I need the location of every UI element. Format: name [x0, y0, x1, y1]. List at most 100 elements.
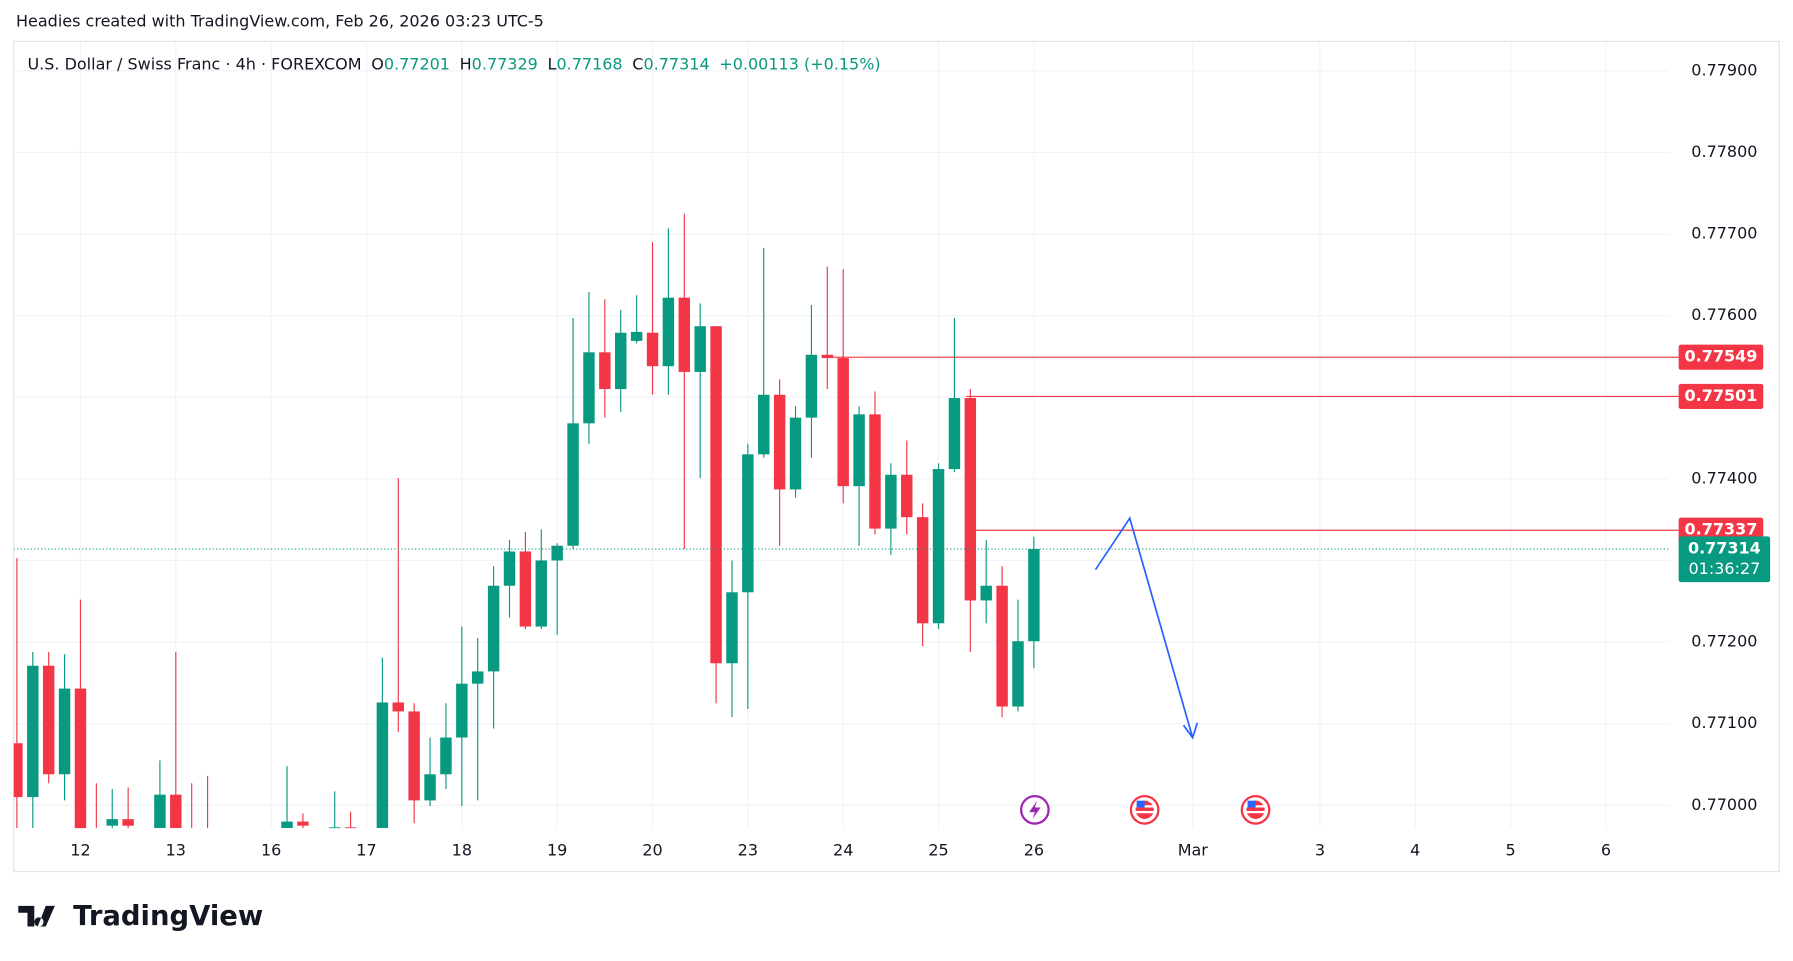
arrow-head	[1182, 722, 1199, 740]
candle-body	[297, 821, 309, 826]
candle-body	[503, 551, 516, 586]
countdown: 01:36:27	[1688, 559, 1760, 578]
price-label: 0.77314	[1688, 539, 1761, 558]
candle-body	[726, 592, 738, 664]
candle-body	[742, 454, 754, 593]
axes: 0.770000.771000.772000.773000.774000.775…	[70, 60, 1771, 859]
legend: U.S. Dollar / Swiss Franc · 4h · FOREXCO…	[27, 54, 880, 73]
candle-body	[106, 819, 118, 826]
candle-body	[376, 702, 389, 829]
x-tick-label: 3	[1315, 840, 1325, 859]
x-tick-label: 26	[1024, 840, 1044, 859]
x-tick-label: 17	[356, 840, 376, 859]
candle-body	[42, 665, 55, 775]
event-icon[interactable]	[1129, 794, 1160, 825]
candle-body	[615, 332, 627, 390]
candle-body	[964, 398, 977, 601]
legend-change: +0.00113 (+0.15%)	[719, 54, 880, 73]
x-tick-label: Mar	[1178, 840, 1209, 859]
candle-body	[662, 297, 675, 367]
grid	[13, 41, 1670, 829]
x-tick-label: 20	[642, 840, 662, 859]
candle-body	[630, 331, 643, 341]
price-label-box	[1678, 536, 1771, 583]
event-icon[interactable]	[1240, 794, 1271, 825]
candle-body	[58, 688, 71, 775]
x-tick-label: 24	[833, 840, 853, 859]
candle-body	[535, 560, 548, 627]
level-label-box	[1678, 344, 1764, 370]
y-tick-label: 0.77200	[1691, 632, 1757, 651]
x-tick-label: 19	[547, 840, 567, 859]
level-label: 0.77501	[1685, 386, 1758, 405]
candle-body	[186, 846, 197, 852]
x-tick-label: 13	[166, 840, 186, 859]
level-label: 0.77549	[1685, 347, 1758, 366]
candle-body	[13, 743, 23, 798]
legend-low: 0.77168	[556, 54, 622, 73]
legend-close: 0.77314	[643, 54, 709, 73]
frame	[13, 40, 1780, 873]
plot-area	[13, 213, 1670, 852]
level-label-box	[1678, 383, 1764, 409]
candle-body	[916, 517, 929, 624]
candle-body	[440, 737, 452, 775]
y-tick-label: 0.77400	[1691, 468, 1757, 487]
candle-body	[885, 474, 897, 529]
candle-body	[789, 417, 802, 490]
event-icon[interactable]	[1019, 794, 1050, 825]
candle-body	[328, 827, 341, 829]
candle-body	[869, 414, 881, 529]
legend-label: L	[548, 54, 557, 73]
candle-body	[472, 671, 484, 684]
x-tick-label: 18	[452, 840, 472, 859]
candle-body	[281, 821, 293, 829]
candle-body	[948, 398, 961, 470]
drawn-arrow	[1094, 516, 1194, 739]
candle-body	[551, 545, 563, 561]
symbol-title: U.S. Dollar / Swiss Franc · 4h · FOREXCO…	[27, 54, 361, 73]
x-tick-label: 5	[1506, 840, 1516, 859]
candle-body	[837, 358, 849, 487]
brand: TradingView	[73, 901, 263, 932]
candle-body	[996, 585, 1008, 707]
candle-body	[202, 846, 213, 852]
candle-body	[424, 774, 436, 801]
x-tick-label: 6	[1601, 840, 1611, 859]
legend-label: C	[632, 54, 643, 73]
candle-body	[599, 352, 611, 390]
x-tick-label: 16	[261, 840, 281, 859]
candle-body	[901, 474, 913, 518]
y-tick-label: 0.77100	[1691, 713, 1757, 732]
candle-body	[710, 326, 722, 664]
candle-body	[27, 665, 39, 798]
candle-body	[646, 332, 659, 367]
candle-body	[758, 394, 770, 455]
x-tick-label: 25	[928, 840, 948, 859]
candle-body	[91, 846, 102, 852]
candle-body	[170, 794, 182, 829]
y-tick-label: 0.77600	[1691, 305, 1757, 324]
candle-body	[74, 688, 87, 829]
candle-body	[821, 354, 834, 359]
candle-body	[1012, 641, 1024, 707]
candle-body	[773, 394, 786, 490]
candle-body	[583, 352, 595, 424]
candle-body	[392, 702, 404, 712]
y-tick-label: 0.77800	[1691, 142, 1757, 161]
attribution: Headies created with TradingView.com, Fe…	[16, 11, 544, 30]
candle-body	[408, 711, 420, 801]
candle-body	[567, 423, 579, 546]
candle-body	[980, 585, 992, 601]
candle-body	[519, 551, 532, 627]
x-tick-label: 12	[70, 840, 90, 859]
x-tick-label: 4	[1410, 840, 1420, 859]
level-label: 0.77337	[1685, 520, 1758, 539]
candle-body	[1028, 549, 1040, 642]
candle-body	[805, 354, 818, 418]
candle-body	[122, 819, 134, 826]
y-tick-label: 0.77700	[1691, 223, 1757, 242]
legend-label: O	[371, 54, 384, 73]
candle-body	[694, 326, 706, 372]
